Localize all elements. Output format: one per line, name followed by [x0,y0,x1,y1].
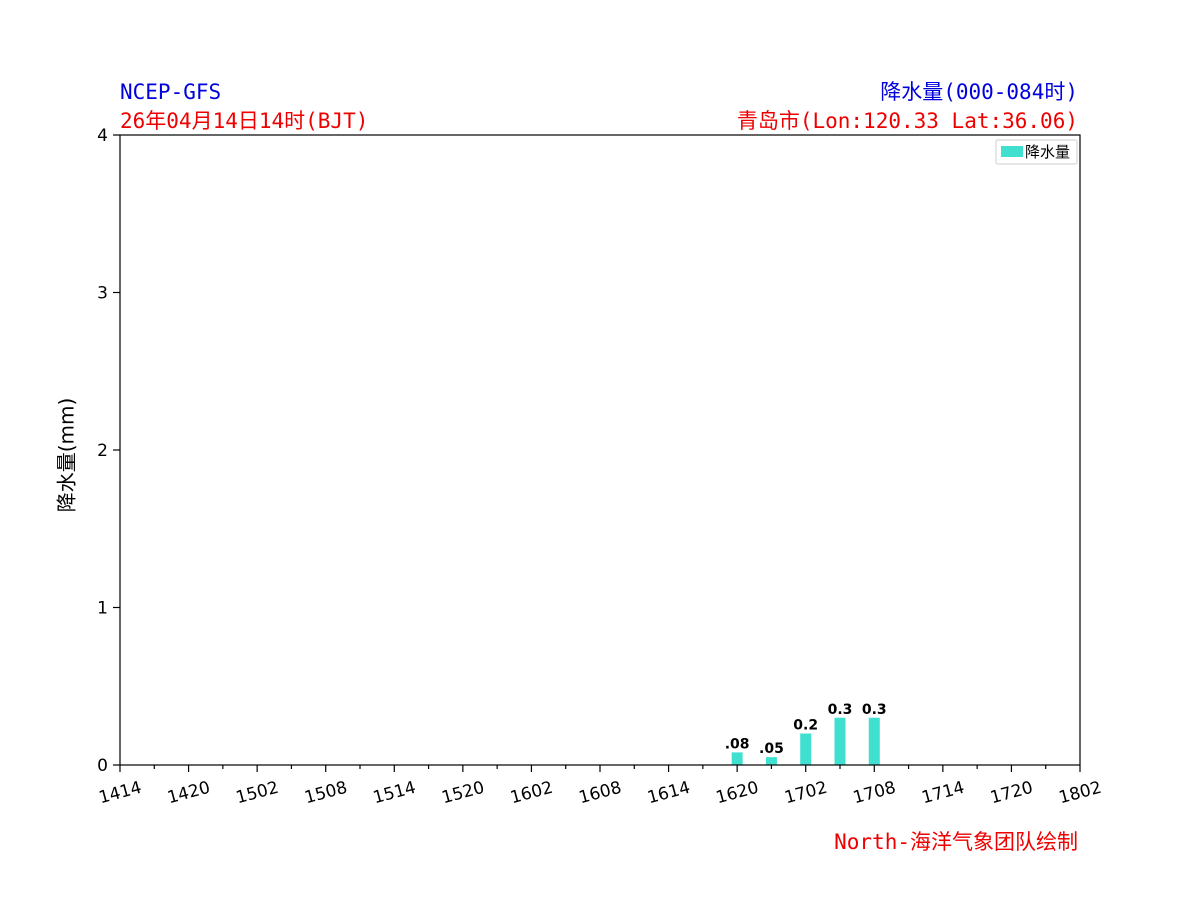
y-tick-label: 3 [97,284,108,304]
y-tick-label: 4 [97,126,108,146]
x-axis: 1414 1420 1502 1508 1514 1520 1602 1608 1614 1620… [97,765,1104,808]
legend-label: 降水量 [1025,143,1070,161]
bar [800,733,812,765]
x-tick-label: 1708 [851,778,898,809]
x-tick-label: 1614 [645,778,692,809]
x-tick-label: 1508 [302,778,349,809]
bar [765,757,777,765]
model-name: NCEP-GFS [120,80,222,104]
bars-group [731,717,880,765]
bar-value-label: 0.3 [828,702,853,718]
y-tick-label: 1 [97,599,108,619]
chart-title: 降水量(000-084时) [880,80,1078,104]
x-tick-label: 1620 [714,778,761,809]
legend: 降水量 [995,139,1078,165]
footer-credit: North-海洋气象团队绘制 [834,830,1078,854]
x-tick-label: 1608 [577,778,624,809]
bar-value-label: .08 [725,736,750,752]
x-tick-label: 1414 [97,778,144,809]
x-tick-label: 1802 [1057,778,1104,809]
y-tick-label: 2 [97,441,108,461]
bar [731,752,743,765]
x-tick-label: 1602 [508,778,555,809]
forecast-date: 26年04月14日14时(BJT) [120,109,369,133]
x-tick-label: 1714 [920,778,967,809]
bar-value-label: 0.2 [793,718,818,734]
bar-value-label: .05 [759,741,784,757]
bar [868,717,880,765]
x-tick-label: 1702 [782,778,829,809]
x-tick-label: 1520 [440,778,487,809]
x-tick-label: 1720 [988,778,1035,809]
location-info: 青岛市(Lon:120.33 Lat:36.06) [736,109,1078,133]
x-tick-label: 1514 [371,778,418,809]
plot-frame [119,134,1081,766]
x-tick-label: 1502 [234,778,281,809]
x-tick-label: 1420 [165,778,212,809]
bar [834,717,846,765]
y-axis: 0 1 2 3 4 [97,126,120,776]
legend-swatch [1001,146,1023,157]
bar-value-label: 0.3 [862,702,887,718]
bar-labels-group: .08 .05 0.2 0.3 0.3 [725,702,887,757]
y-tick-label: 0 [97,756,108,776]
